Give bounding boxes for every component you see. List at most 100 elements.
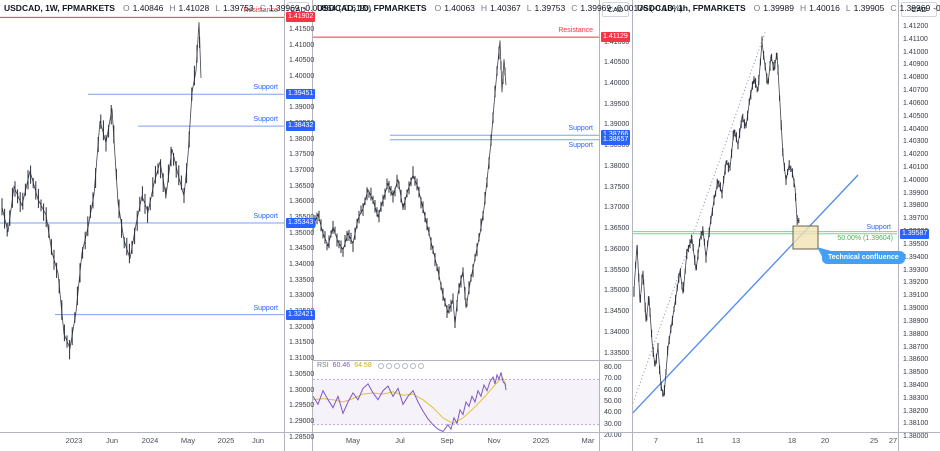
price-tick: 1.38400 — [903, 381, 929, 389]
time-label: 20 — [820, 436, 830, 445]
symbol-title[interactable]: USDCAD, 1W, FPMARKETS — [4, 3, 115, 13]
ohlc-key: C — [259, 3, 266, 13]
price-tick: 1.34500 — [289, 245, 315, 253]
ohlc-value: 1.41028 — [178, 3, 210, 13]
plot-area-1W[interactable] — [0, 16, 284, 360]
rsi-header: RSI 60.46 64.58 — [317, 362, 424, 369]
time-label: 2025 — [217, 436, 235, 445]
ohlc-value: 1.40063 — [444, 3, 475, 13]
price-tick: 1.34000 — [289, 261, 315, 269]
fib-50-label[interactable]: 50.00% (1.39604) — [837, 234, 893, 242]
ohlc-value: 1.39969 — [268, 3, 300, 13]
ohlc-value: 1.39753 — [534, 3, 566, 13]
price-tick: 1.39400 — [903, 253, 929, 261]
rsi-control-icon[interactable] — [417, 362, 424, 369]
plot-area-1h[interactable] — [628, 29, 897, 418]
rsi-tick: 40.00 — [604, 409, 622, 417]
time-label: 25 — [869, 436, 879, 445]
ohlc-value: 1.40367 — [490, 3, 521, 13]
rsi-tick: 80.00 — [604, 364, 622, 371]
price-tick: 1.39100 — [903, 292, 929, 300]
rsi-pane-splitter[interactable] — [313, 360, 633, 361]
rsi-tick: 30.00 — [604, 420, 622, 428]
time-label: 13 — [731, 436, 741, 445]
symbol-title[interactable]: USDCAD, 1D, FPMARKETS — [317, 3, 427, 13]
support-label: Support — [568, 141, 593, 149]
price-axis-hourly[interactable]: CAD 1.41200 1.41100 1.41000 1.40900 1.40800 1… — [898, 0, 940, 451]
resistance-label: Resistance — [243, 7, 278, 15]
ohlc-key: L — [215, 3, 220, 13]
price-tick: 1.39300 — [903, 266, 929, 274]
price-tick: 1.41000 — [903, 48, 929, 56]
symbol-title[interactable]: USDCAD, 1h, FPMARKETS — [637, 3, 746, 13]
price-tick: 1.40000 — [604, 79, 630, 87]
rsi-title[interactable]: RSI — [317, 362, 329, 369]
price-tick: 1.37000 — [289, 167, 315, 175]
ohlc-key: H — [799, 3, 807, 13]
rsi-tick: 70.00 — [604, 375, 622, 383]
rsi-pane[interactable] — [313, 372, 599, 432]
price-tick: 1.39000 — [604, 121, 630, 129]
rsi-control-icon[interactable] — [401, 362, 408, 369]
ohlc-value: 1.40016 — [809, 3, 840, 13]
rsi-ma-value: 64.58 — [354, 362, 372, 369]
price-tick: 1.37000 — [604, 204, 630, 212]
chart-header-hourly: USDCAD, 1h, FPMARKETS O 1.39989 H 1.40016 … — [637, 3, 940, 13]
price-tick: 1.38200 — [903, 407, 929, 415]
candles-1W — [1, 36, 201, 360]
currency-axis-button[interactable]: CAD — [602, 2, 629, 17]
rsi-tick: 50.00 — [604, 397, 622, 405]
rsi-tick: 20.00 — [604, 431, 622, 439]
rsi-band — [313, 379, 599, 425]
price-tick: 1.37500 — [604, 183, 630, 191]
ohlc-key: C — [890, 3, 897, 13]
price-badge-support: 1.32421 — [286, 309, 316, 320]
price-axis-weekly[interactable]: CAD 1.415001.410001.405001.400001.395001… — [284, 0, 316, 451]
price-tick: 1.38500 — [903, 369, 929, 377]
ohlc-key: O — [434, 3, 442, 13]
price-tick: 1.39700 — [903, 215, 929, 223]
price-tick: 1.38000 — [903, 433, 929, 441]
plot-area-1D[interactable] — [313, 36, 599, 328]
time-label: 27 — [888, 436, 898, 445]
rsi-control-icon[interactable] — [409, 362, 416, 369]
price-tick: 1.38900 — [903, 317, 929, 325]
price-axis-daily[interactable]: CAD 1.410001.405001.400001.395001.390001… — [599, 0, 633, 451]
ohlc-value: 1.39753 — [222, 3, 254, 13]
time-label: Jul — [395, 436, 405, 445]
price-tick: 1.31500 — [289, 339, 315, 347]
ohlc-value: 1.39969 — [580, 3, 612, 13]
price-tick: 1.39000 — [903, 305, 929, 313]
change-value: -0.00021 (-0.02%) — [933, 3, 940, 13]
confluence-highlight-box[interactable] — [792, 225, 819, 250]
ohlc-value: 1.39969 — [899, 3, 931, 13]
price-tick: 1.36000 — [289, 198, 315, 206]
time-label: Jun — [105, 436, 119, 445]
rsi-control-icon[interactable] — [377, 362, 384, 369]
support-label: Support — [253, 84, 278, 92]
price-tick: 1.35500 — [289, 214, 314, 222]
price-tick: 1.36000 — [604, 245, 630, 253]
price-badge-support: 1.35343 — [286, 218, 316, 228]
price-tick: 1.40400 — [903, 125, 929, 133]
ascending-trendline[interactable] — [628, 174, 859, 418]
currency-axis-button[interactable]: CAD — [901, 2, 937, 17]
ohlc-key: C — [571, 3, 578, 13]
price-tick: 1.35000 — [289, 229, 315, 237]
rsi-indicator-controls[interactable] — [377, 362, 424, 369]
technical-confluence-callout[interactable]: Technical confluence — [822, 251, 905, 264]
time-label: Nov — [487, 436, 501, 445]
dotted-trendline[interactable] — [633, 29, 767, 404]
rsi-control-icon[interactable] — [393, 362, 400, 369]
rsi-control-icon[interactable] — [385, 362, 392, 369]
time-label: May — [180, 436, 196, 445]
price-tick: 1.40100 — [903, 164, 929, 172]
price-tick: 1.41500 — [289, 26, 315, 33]
ohlc-key: H — [480, 3, 488, 13]
price-tick: 1.31000 — [289, 355, 315, 363]
support-label: Support — [866, 223, 891, 231]
price-tick: 1.40000 — [289, 73, 315, 81]
time-label: Mar — [581, 436, 595, 445]
change-value: -0.00864 (-0.61%) — [302, 3, 372, 13]
